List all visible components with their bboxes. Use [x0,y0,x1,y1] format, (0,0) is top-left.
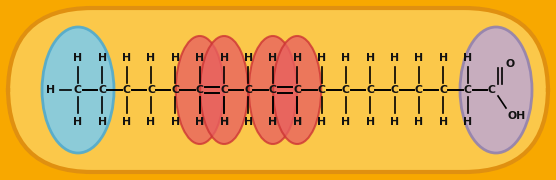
Text: H: H [292,117,302,127]
Text: O: O [506,59,515,69]
Text: C: C [293,85,301,95]
Text: H: H [414,53,424,63]
Text: C: C [147,85,155,95]
Text: C: C [98,85,106,95]
Text: H: H [414,117,424,127]
Text: H: H [98,117,107,127]
Text: H: H [220,117,229,127]
Text: H: H [463,53,472,63]
Text: C: C [366,85,374,95]
Text: H: H [171,117,180,127]
Text: C: C [439,85,447,95]
Text: H: H [171,53,180,63]
Text: H: H [146,53,156,63]
FancyBboxPatch shape [8,8,548,172]
Ellipse shape [460,27,532,153]
Text: H: H [98,53,107,63]
Text: H: H [292,117,302,127]
Text: C: C [220,85,228,95]
Text: H: H [122,53,131,63]
Ellipse shape [249,36,297,144]
Text: C: C [342,85,350,95]
Text: H: H [73,53,82,63]
Text: C: C [74,85,82,95]
Text: C: C [196,85,203,95]
Text: H: H [73,117,82,127]
Text: H: H [390,117,399,127]
Text: OH: OH [508,111,526,121]
Text: H: H [244,53,253,63]
Text: C: C [415,85,423,95]
Text: H: H [341,53,350,63]
Text: H: H [439,117,448,127]
Text: C: C [245,85,252,95]
Text: H: H [220,117,229,127]
Text: H: H [439,53,448,63]
Text: C: C [488,85,496,95]
Text: H: H [47,85,56,95]
Text: C: C [123,85,131,95]
Text: H: H [220,53,229,63]
Text: C: C [317,85,325,95]
Text: H: H [317,53,326,63]
Text: H: H [195,53,204,63]
Text: H: H [463,117,472,127]
Text: H: H [317,117,326,127]
Text: H: H [366,117,375,127]
Ellipse shape [273,36,321,144]
Text: H: H [366,53,375,63]
Text: H: H [195,117,204,127]
Text: C: C [171,85,180,95]
Text: H: H [268,53,277,63]
Text: C: C [390,85,399,95]
Text: H: H [268,117,277,127]
Text: C: C [464,85,471,95]
Text: H: H [122,117,131,127]
Text: H: H [146,117,156,127]
Ellipse shape [42,27,114,153]
Text: H: H [268,117,277,127]
Text: C: C [269,85,277,95]
Text: H: H [390,53,399,63]
Text: H: H [244,117,253,127]
Text: H: H [292,53,302,63]
Text: H: H [195,117,204,127]
Ellipse shape [176,36,224,144]
Text: H: H [341,117,350,127]
Ellipse shape [200,36,248,144]
